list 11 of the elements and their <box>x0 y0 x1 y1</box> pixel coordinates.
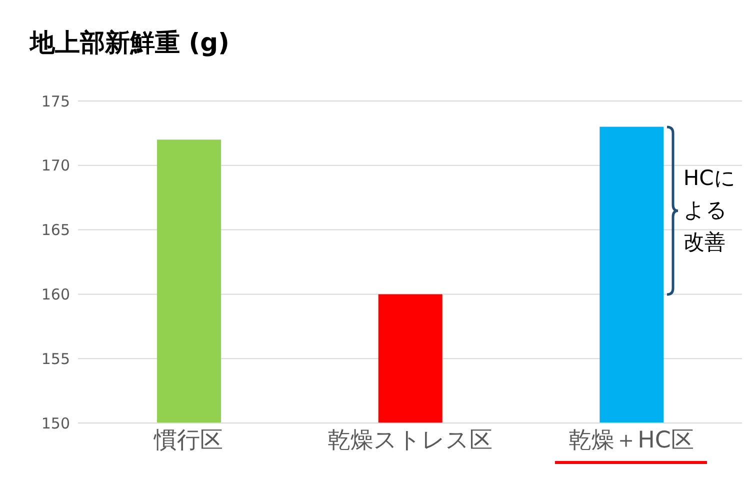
y-tick-label: 155 <box>41 350 70 368</box>
y-tick-label: 160 <box>41 286 70 304</box>
y-tick-label: 150 <box>41 414 70 432</box>
y-tick-label: 170 <box>41 156 70 175</box>
y-tick-label: 165 <box>41 221 70 240</box>
y-tick-label: 175 <box>41 92 70 110</box>
x-tick-label: 乾燥ストレス区 <box>328 427 492 454</box>
x-tick-label: 乾燥＋HC区 <box>568 427 694 454</box>
x-tick-label: 慣行区 <box>153 427 224 454</box>
annotation: HCによる改善 <box>683 165 737 256</box>
chart-title: 地上部新鮮重 (g) <box>30 27 230 59</box>
